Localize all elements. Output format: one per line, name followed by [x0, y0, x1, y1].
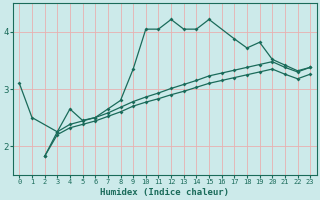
X-axis label: Humidex (Indice chaleur): Humidex (Indice chaleur) — [100, 188, 229, 197]
